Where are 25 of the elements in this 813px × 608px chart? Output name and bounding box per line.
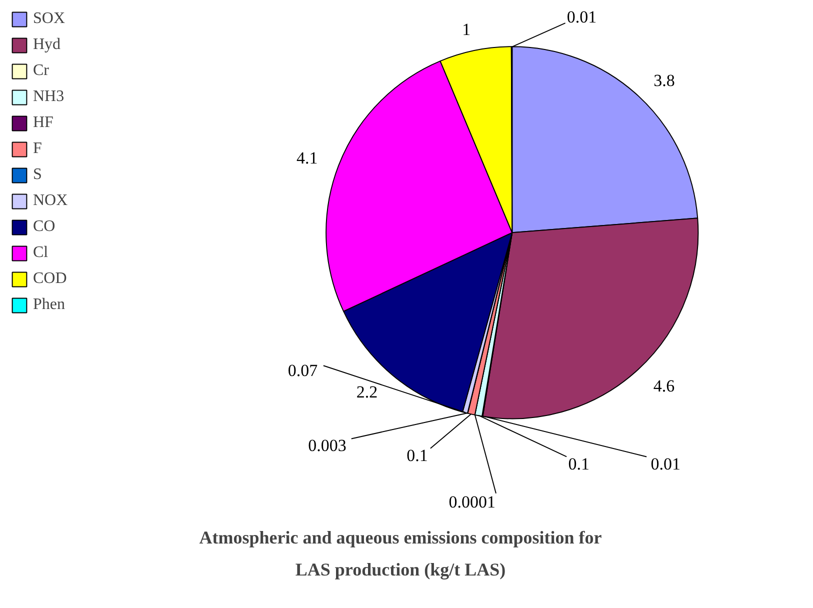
legend-label: Phen: [33, 296, 65, 314]
legend-label: Hyd: [33, 36, 61, 54]
data-label: 4.1: [296, 148, 318, 168]
legend-label: CO: [33, 218, 56, 236]
data-label: 0.003: [308, 436, 346, 456]
data-label: 0.1: [406, 446, 428, 465]
legend-label: COD: [33, 270, 67, 288]
data-label: 4.6: [653, 376, 675, 396]
data-label: 0.0001: [448, 492, 496, 512]
legend-label: NH3: [33, 88, 64, 106]
data-label: 1: [462, 20, 471, 39]
data-label: 0.07: [288, 360, 318, 380]
legend-label: Cl: [33, 244, 50, 262]
legend-label: SOX: [33, 10, 66, 28]
data-label: 0.01: [566, 8, 597, 27]
data-label: 0.1: [568, 454, 590, 474]
legend-label: F: [33, 140, 43, 158]
text: Atmospheric and aqueous emissions composition for LAS production (kg/t LAS): [199, 528, 602, 580]
legend-label: NOX: [33, 192, 68, 210]
data-label: 0.01: [650, 454, 680, 474]
legend-label: Cr: [33, 62, 50, 80]
legend-label: S: [33, 166, 43, 184]
data-label: 2.2: [356, 382, 378, 402]
legend-label: HF: [33, 114, 54, 132]
data-label: 3.8: [654, 70, 675, 90]
